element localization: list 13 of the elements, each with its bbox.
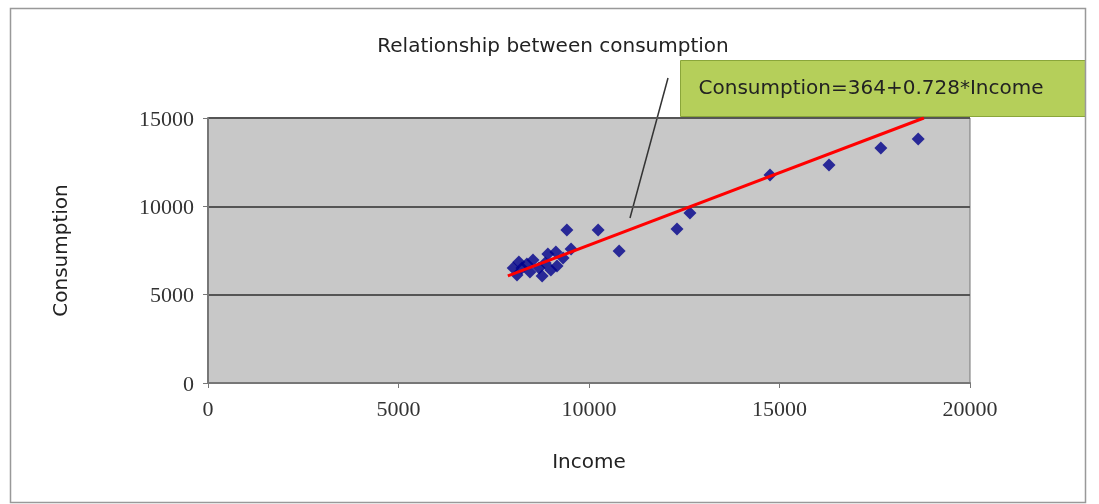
x-axis-title: Income bbox=[552, 449, 626, 473]
x-tick-label: 15000 bbox=[752, 395, 807, 421]
y-tick-label: 15000 bbox=[139, 105, 194, 131]
x-tick-label: 20000 bbox=[942, 395, 998, 421]
y-axis-title: Consumption bbox=[48, 184, 72, 317]
text: Consumption=364+0.728*Income bbox=[698, 74, 1044, 99]
y-tick-label: 0 bbox=[183, 370, 194, 396]
x-tick-label: 5000 bbox=[376, 395, 421, 421]
y-tick-label: 10000 bbox=[139, 193, 194, 219]
y-tick-label: 5000 bbox=[150, 282, 194, 308]
x-tick-label: 10000 bbox=[561, 395, 617, 421]
chart-title: Relationship between consumption bbox=[377, 33, 729, 57]
x-tick-label: 0 bbox=[202, 395, 214, 421]
